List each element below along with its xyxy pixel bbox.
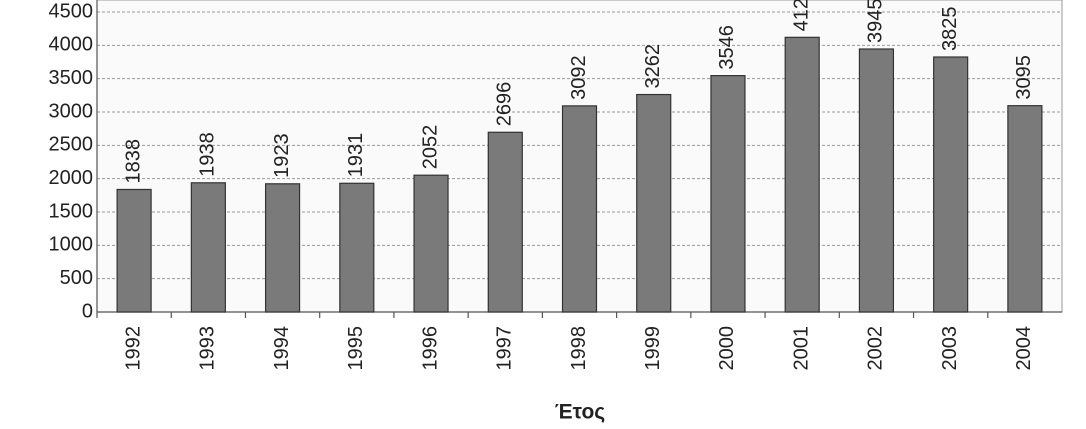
bar [413,174,449,313]
x-tick-label: 1998 [568,326,590,371]
x-tick-label: 1999 [642,326,664,371]
bar [339,182,375,313]
bar [636,93,672,313]
x-tick-label: 1992 [122,326,144,371]
data-label: 3092 [568,55,590,100]
bar [858,48,895,313]
bar [933,56,969,313]
data-label: 3825 [939,7,961,52]
bar [487,131,523,313]
data-label: 2696 [494,82,516,127]
x-tick-label: 1997 [494,326,516,371]
bar [784,36,820,313]
bar [710,74,746,313]
data-label: 3262 [642,44,664,89]
y-tick-label: 1500 [49,200,94,222]
y-tick-label: 3000 [49,100,94,122]
x-tick-label: 1993 [197,326,219,371]
x-tick-label: 1995 [345,326,367,371]
y-tick-label: 4000 [49,34,94,56]
y-tick-label: 500 [60,267,93,289]
x-tick-label: 2002 [865,326,887,371]
bar [561,105,598,313]
bar [190,182,226,313]
data-label: 1923 [271,133,293,178]
x-tick-label: 2003 [939,326,961,371]
bar [1007,105,1043,313]
y-tick-label: 1000 [49,234,94,256]
data-label: 3945 [865,0,887,43]
x-tick-label: 1996 [419,326,441,371]
data-label: 4120 [790,0,812,31]
x-tick-label: 2000 [716,326,738,371]
y-tick-label: 2500 [49,134,94,156]
bar [264,183,301,313]
y-tick-label: 2000 [49,167,94,189]
x-axis-title: Έτος [555,401,606,424]
y-tick-label: 0 [82,300,93,322]
x-tick-label: 2001 [790,326,812,371]
data-label: 3095 [1013,55,1035,100]
x-tick-label: 1994 [271,326,293,371]
y-tick-label: 3500 [49,67,94,89]
data-label: 2052 [419,125,441,170]
data-label: 3546 [716,25,738,70]
data-label: 1838 [122,139,144,184]
data-label: 1938 [197,132,219,177]
y-tick-label: 4500 [49,0,94,22]
x-tick-label: 2004 [1013,326,1035,371]
data-label: 1931 [345,133,367,178]
bar [116,188,152,313]
